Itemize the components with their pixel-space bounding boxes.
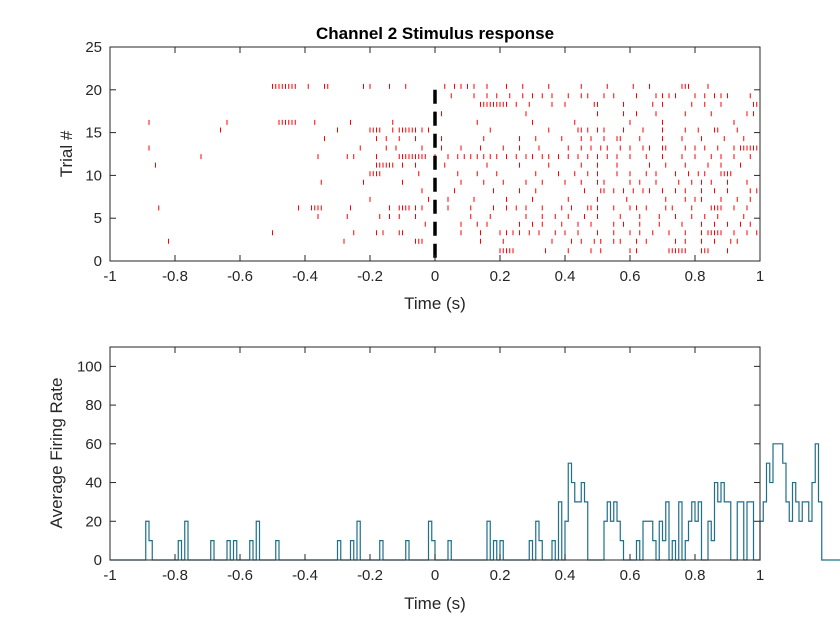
y-tick-label: 25 xyxy=(85,39,102,56)
rate-axes: -1 -0.8 -0.6 -0.4 -0.2 0 0.2 0.4 0.6 0.8 1 0 20 40 60 8… xyxy=(77,346,764,584)
y-tick-label: 100 xyxy=(77,358,102,375)
raster-title: Channel 2 Stimulus response xyxy=(316,24,554,43)
x-tick-label: 0.2 xyxy=(490,268,511,285)
x-tick-label: -1 xyxy=(103,268,116,285)
x-tick-label: -0.8 xyxy=(162,268,188,285)
raster-y-axis-label: Trial # xyxy=(57,130,76,177)
x-tick-label: 1 xyxy=(756,567,764,584)
y-tick-label: 20 xyxy=(85,82,102,99)
raster-panel: -1 -0.8 -0.6 -0.4 -0.2 0 0.2 0.4 0.6 0.8 105101520… xyxy=(57,24,764,313)
y-tick-label: 20 xyxy=(85,513,102,530)
x-tick-label: -1 xyxy=(103,567,116,584)
y-tick-label: 0 xyxy=(94,552,102,569)
y-tick-label: 40 xyxy=(85,475,102,492)
x-tick-label: 0.4 xyxy=(555,567,576,584)
y-tick-label: 0 xyxy=(94,253,102,270)
x-tick-label: 0 xyxy=(431,567,439,584)
x-tick-label: 0.6 xyxy=(620,268,641,285)
x-tick-label: -0.2 xyxy=(357,268,383,285)
x-tick-label: -0.4 xyxy=(292,567,318,584)
raster-axes: -1 -0.8 -0.6 -0.4 -0.2 0 0.2 0.4 0.6 0.8 105101520… xyxy=(85,39,764,285)
x-tick-label: 0 xyxy=(431,268,439,285)
x-tick-label: -0.8 xyxy=(162,567,188,584)
rate-y-axis-label: Average Firing Rate xyxy=(47,378,66,529)
x-tick-label: -0.6 xyxy=(227,268,253,285)
x-tick-label: 0.8 xyxy=(685,268,706,285)
raster-spikes xyxy=(148,83,761,254)
x-tick-label: -0.2 xyxy=(357,567,383,584)
firing-rate-panel: -1 -0.8 -0.6 -0.4 -0.2 0 0.2 0.4 0.6 0.8 1 0 20 40 60 8… xyxy=(47,346,840,613)
raster-x-axis-label: Time (s) xyxy=(404,294,466,313)
rate-x-axis-label: Time (s) xyxy=(404,594,466,613)
y-tick-label: 10 xyxy=(85,167,102,184)
x-tick-label: 0.8 xyxy=(685,567,706,584)
rate-plot-area xyxy=(110,347,760,560)
x-tick-label: -0.4 xyxy=(292,268,318,285)
y-tick-label: 60 xyxy=(85,436,102,453)
y-tick-label: 80 xyxy=(85,397,102,414)
y-tick-label: 15 xyxy=(85,125,102,142)
x-tick-label: 1 xyxy=(756,268,764,285)
x-tick-label: 0.2 xyxy=(490,567,511,584)
x-tick-label: 0.4 xyxy=(555,268,576,285)
y-tick-label: 5 xyxy=(94,210,102,227)
x-tick-label: 0.6 xyxy=(620,567,641,584)
x-tick-label: -0.6 xyxy=(227,567,253,584)
